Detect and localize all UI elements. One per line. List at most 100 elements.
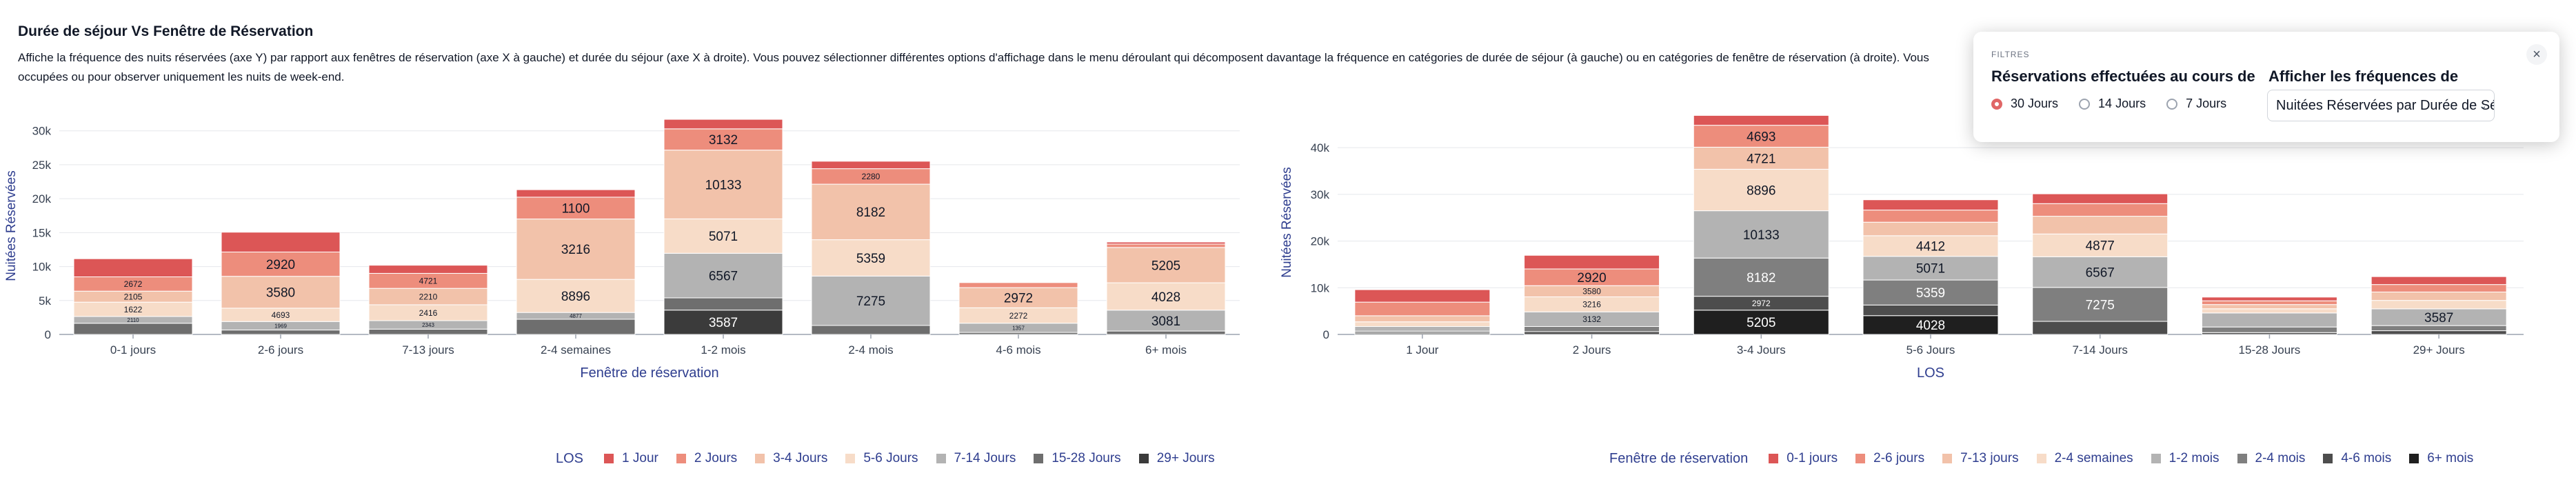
bar-segment — [811, 183, 931, 241]
data-label: 2343 — [422, 322, 434, 328]
legend-swatch — [2151, 454, 2161, 463]
period-radio[interactable]: 7 Jours — [2166, 97, 2226, 111]
x-axis-title: Fenêtre de réservation — [580, 365, 718, 381]
bar-segment — [221, 330, 341, 335]
legend-title: LOS — [556, 450, 584, 466]
radio-label: 14 Jours — [2098, 97, 2146, 110]
legend-item[interactable]: 15-28 Jours — [1034, 451, 1121, 466]
legend-item[interactable]: 7-14 Jours — [936, 451, 1016, 466]
data-label: 7275 — [2086, 298, 2115, 312]
bar-segment — [2032, 321, 2169, 335]
data-label: 1969 — [274, 323, 287, 329]
bar-segment — [2371, 276, 2507, 285]
data-label: 4721 — [1747, 152, 1775, 166]
filters-popover: FILTRES × Réservations effectuées au cou… — [1973, 32, 2559, 142]
bar-segment — [1354, 301, 1491, 317]
bar-segment — [1862, 315, 1999, 335]
x-tick-label: 29+ Jours — [2413, 343, 2465, 357]
bar-segment — [73, 258, 193, 277]
legend-item[interactable]: 29+ Jours — [1138, 451, 1215, 466]
y-tick-label: 30k — [32, 125, 52, 138]
data-label: 5205 — [1747, 316, 1775, 330]
los-chart: 0 10k 20k 30k 40k Nuitées Réservées LOS 1 Jour 3… — [1280, 114, 2524, 381]
bar-segment — [663, 150, 783, 219]
data-label: 5071 — [709, 230, 738, 244]
data-label: 2672 — [124, 279, 143, 289]
data-label: 5359 — [856, 252, 885, 266]
bar-segment — [1354, 325, 1491, 332]
data-label: 2972 — [1004, 292, 1033, 306]
data-label: 3132 — [1582, 314, 1601, 324]
data-label: 10133 — [705, 178, 742, 192]
bar-segment — [1862, 221, 1999, 237]
bar-segment — [663, 297, 783, 311]
legend-label: 29+ Jours — [1156, 451, 1215, 465]
data-label: 8896 — [1747, 183, 1775, 198]
legend-swatch — [936, 454, 946, 463]
data-label: 4412 — [1916, 240, 1945, 254]
bar-segment — [1693, 310, 1829, 335]
legend-item[interactable]: 5-6 Jours — [845, 451, 918, 466]
legend-item[interactable]: 2 Jours — [676, 451, 737, 466]
frequency-select[interactable]: Nuitées Réservées par Durée de Séjour ⌄ — [2267, 90, 2495, 121]
bar-segment — [663, 119, 783, 130]
bar-segment — [2032, 256, 2169, 288]
radio-indicator — [2079, 98, 2091, 110]
x-tick-label: 2 Jours — [1573, 343, 1611, 357]
data-label: 3081 — [1151, 314, 1180, 329]
bar-segment — [516, 319, 636, 335]
legend-swatch — [755, 454, 765, 463]
legend-item[interactable]: 2-4 mois — [2237, 451, 2305, 466]
data-label: 6567 — [709, 269, 738, 283]
legend-label: 7-13 jours — [1960, 451, 2019, 465]
legend-swatch — [1855, 454, 1866, 463]
bar-segment — [958, 287, 1078, 308]
y-tick-label: 10k — [32, 261, 52, 274]
x-tick-label: 1-2 mois — [701, 343, 745, 357]
y-tick-label: 40k — [1311, 141, 1330, 154]
page-description: Affiche la fréquence des nuits réservées… — [18, 51, 1929, 83]
legend-label: 0-1 jours — [1787, 451, 1838, 465]
legend-item[interactable]: 4-6 mois — [2323, 451, 2391, 466]
legend-swatch — [845, 454, 856, 463]
legend-swatch — [2237, 454, 2247, 463]
bar-segment — [368, 265, 488, 274]
data-label: 1100 — [562, 202, 590, 217]
data-label: 2920 — [266, 258, 295, 272]
legend-item[interactable]: 3-4 Jours — [755, 451, 827, 466]
data-label: 2110 — [127, 317, 139, 323]
bar-segment — [1862, 235, 1999, 257]
bar-segment — [1862, 210, 1999, 223]
bar-segment — [221, 232, 341, 252]
close-icon[interactable]: × — [2526, 44, 2547, 65]
bar-segment — [2371, 300, 2507, 310]
x-tick-label: 0-1 jours — [110, 343, 156, 357]
period-radio[interactable]: 14 Jours — [2079, 97, 2146, 111]
period-radio[interactable]: 30 Jours — [1991, 97, 2058, 111]
legend-item[interactable]: 2-6 jours — [1855, 451, 1924, 466]
bar-segment — [2201, 297, 2337, 301]
radio-indicator — [2166, 98, 2178, 110]
legend-item[interactable]: 1 Jour — [604, 451, 658, 466]
data-label: 3216 — [1582, 300, 1601, 310]
bar-segment — [221, 251, 341, 277]
legend-item[interactable]: 7-13 jours — [1942, 451, 2019, 466]
y-tick-label: 10k — [1311, 281, 1330, 294]
legend-item[interactable]: 0-1 jours — [1769, 451, 1838, 466]
bar-segment — [1106, 310, 1226, 332]
legend-item[interactable]: 6+ mois — [2409, 451, 2473, 466]
y-tick-label: 20k — [1311, 235, 1330, 248]
legend-item[interactable]: 2-4 semaines — [2036, 451, 2133, 466]
legend-swatch — [1034, 454, 1044, 463]
y-axis-title: Nuitées Réservées — [4, 170, 19, 281]
x-tick-label: 7-13 jours — [402, 343, 454, 357]
data-label: 2972 — [1752, 299, 1771, 308]
bar-segment — [2032, 233, 2169, 257]
x-tick-label: 5-6 Jours — [1906, 343, 1955, 357]
legend-booking-window: Fenêtre de réservation 0-1 jours 2-6 jours… — [1609, 448, 2491, 469]
data-label: 3587 — [2424, 311, 2453, 325]
bar-segment — [2201, 300, 2337, 305]
legend-item[interactable]: 1-2 mois — [2151, 451, 2220, 466]
y-tick-label: 0 — [45, 328, 51, 341]
bar-segment — [663, 252, 783, 299]
